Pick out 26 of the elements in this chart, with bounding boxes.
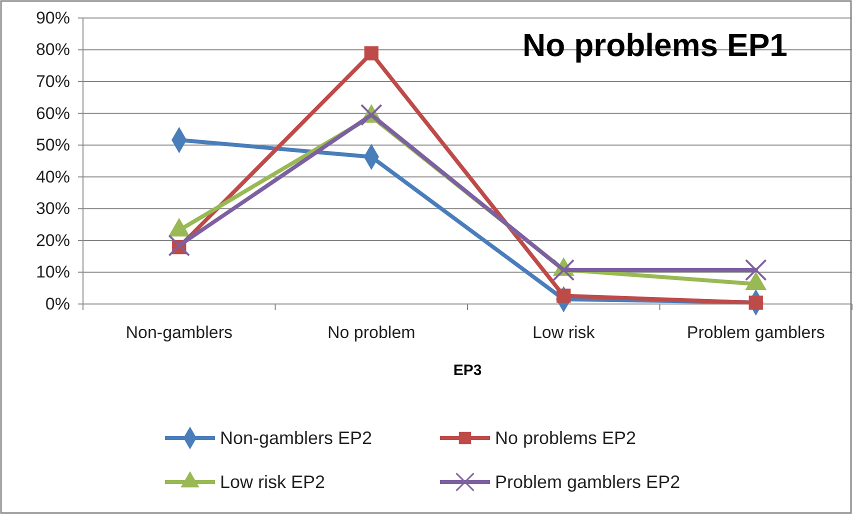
point bbox=[744, 259, 767, 281]
x-tick-label: Problem gamblers bbox=[686, 323, 825, 342]
y-tick-label: 80% bbox=[36, 40, 70, 60]
y-tick-label: 0% bbox=[45, 294, 70, 314]
y-tick-label: 70% bbox=[36, 72, 70, 91]
legend-label: Problem gamblers EP2 bbox=[495, 472, 680, 492]
point bbox=[552, 259, 575, 281]
x-tick-label: No problem bbox=[327, 323, 416, 342]
x-axis-title: EP3 bbox=[453, 362, 482, 379]
y-tick-label: 50% bbox=[36, 136, 70, 155]
point bbox=[556, 288, 571, 303]
point bbox=[364, 46, 378, 60]
legend-label: Low risk EP2 bbox=[220, 472, 326, 492]
point bbox=[748, 296, 763, 310]
x-tick-label: Low risk bbox=[532, 323, 596, 342]
legend-label: No problems EP2 bbox=[495, 428, 636, 448]
y-tick-label: 90% bbox=[36, 8, 70, 28]
y-tick-label: 30% bbox=[36, 199, 70, 218]
legend-label: Non-gamblers EP2 bbox=[220, 428, 372, 448]
y-tick-label: 10% bbox=[36, 262, 70, 282]
x-tick-label: Non-gamblers bbox=[126, 323, 233, 342]
chart-title: No problems EP1 bbox=[522, 27, 788, 63]
y-tick-label: 20% bbox=[36, 230, 70, 250]
y-tick-label: 40% bbox=[36, 167, 70, 186]
y-tick-label: 60% bbox=[36, 104, 70, 123]
point bbox=[168, 234, 190, 256]
